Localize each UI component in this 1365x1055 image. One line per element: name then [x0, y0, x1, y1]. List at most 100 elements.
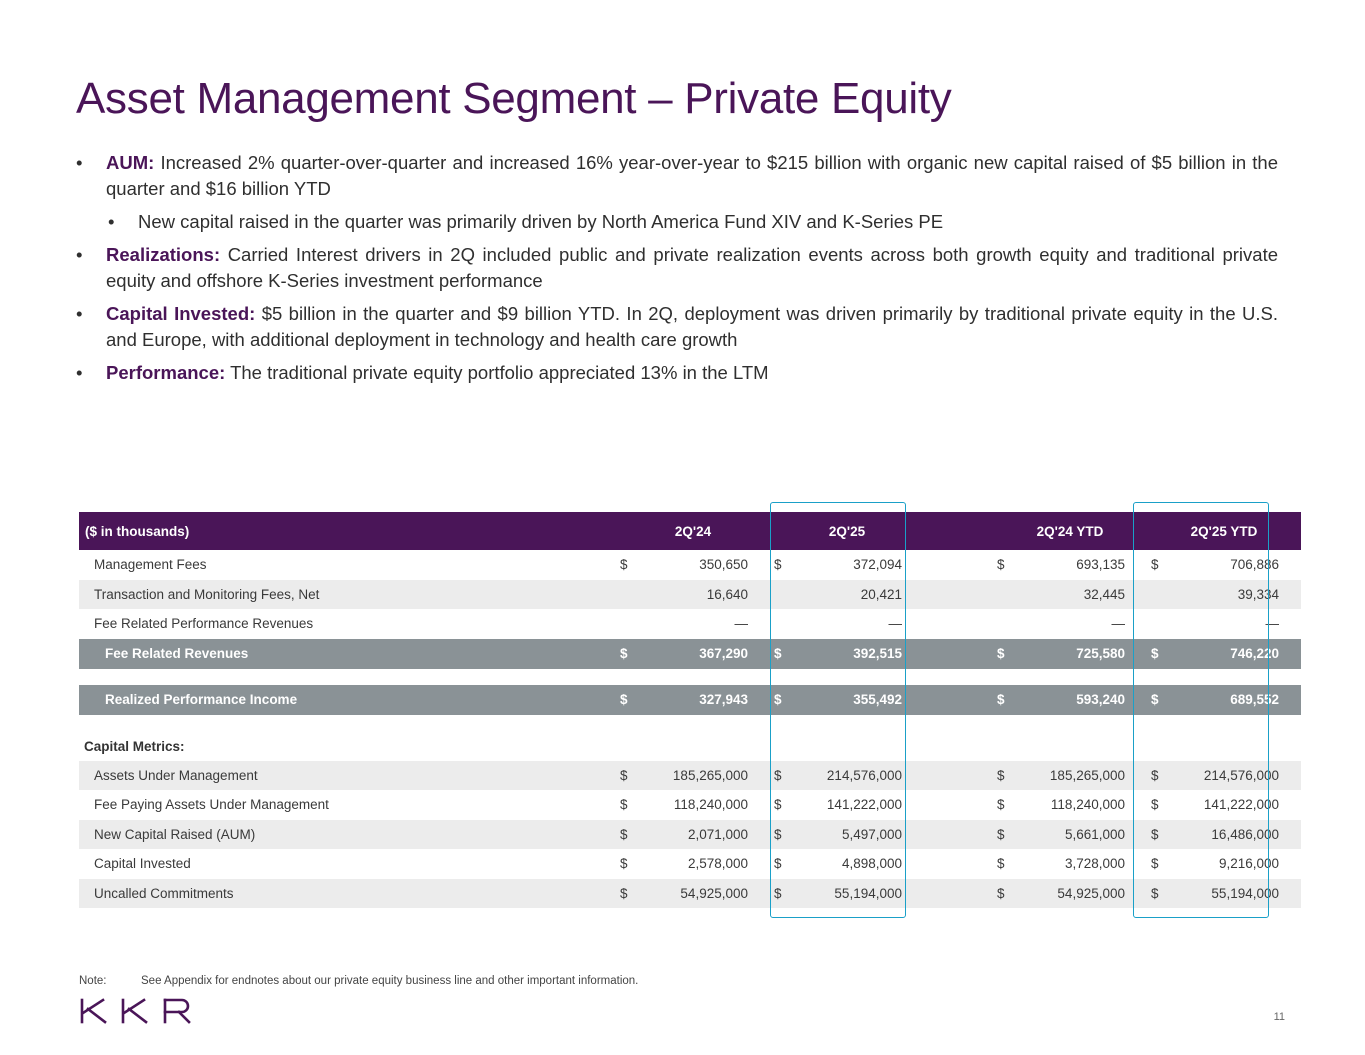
- cell-value: 32,445: [1013, 579, 1147, 609]
- cell-value: 16,486,000: [1167, 819, 1301, 849]
- cell-value: —: [1111, 616, 1126, 632]
- page-number: 11: [1273, 1011, 1285, 1023]
- currency-symbol: $: [620, 797, 628, 813]
- bullet-text: $5 billion in the quarter and $9 billion…: [106, 303, 1278, 350]
- kkr-logo-mark: [80, 998, 191, 1024]
- cell-value: 706,886: [1230, 557, 1279, 573]
- currency-symbol: $: [620, 557, 628, 573]
- table-row: Transaction and Monitoring Fees, Net 16,…: [79, 579, 1301, 609]
- bullet-capital-invested: Capital Invested: $5 billion in the quar…: [76, 301, 1278, 353]
- currency-symbol: $: [770, 819, 790, 849]
- currency-symbol: $: [770, 638, 790, 669]
- row-label: Management Fees: [94, 557, 207, 573]
- cell-value: 16,640: [636, 579, 770, 609]
- bullet-list: AUM: Increased 2% quarter-over-quarter a…: [76, 150, 1278, 393]
- table-row: Capital Invested $2,578,000 $4,898,000 $…: [79, 849, 1301, 879]
- bullet-label: Performance:: [106, 362, 226, 383]
- row-label: Transaction and Monitoring Fees, Net: [79, 579, 616, 609]
- currency-symbol: $: [993, 878, 1013, 908]
- row-label: Uncalled Commitments: [79, 878, 616, 908]
- cell-value: 3,728,000: [1064, 856, 1125, 872]
- currency-symbol: $: [774, 856, 782, 872]
- footnote-text: See Appendix for endnotes about our priv…: [141, 975, 639, 987]
- currency-symbol: $: [1147, 638, 1167, 669]
- currency-symbol: $: [770, 760, 790, 790]
- cell-value: 746,220: [1167, 638, 1301, 669]
- cell-value: 355,492: [790, 684, 924, 715]
- kkr-logo: [79, 998, 195, 1029]
- cell-value: 2,071,000: [636, 819, 770, 849]
- currency-symbol: $: [1151, 856, 1159, 872]
- footnote-label: Note:: [79, 975, 107, 987]
- cell-value: 54,925,000: [636, 878, 770, 908]
- currency-symbol: $: [993, 760, 1013, 790]
- currency-symbol: $: [620, 856, 628, 872]
- cell-value: 141,222,000: [1203, 797, 1279, 813]
- total-row-realized-performance-income: Realized Performance Income $327,943 $35…: [79, 684, 1301, 715]
- cell-value: 54,925,000: [1013, 878, 1147, 908]
- currency-symbol: $: [997, 797, 1005, 813]
- currency-symbol: $: [1151, 557, 1159, 573]
- bullet-realizations: Realizations: Carried Interest drivers i…: [76, 242, 1278, 294]
- table-row: Assets Under Management $185,265,000 $21…: [79, 760, 1301, 790]
- currency-symbol: $: [1147, 819, 1167, 849]
- bullet-label: Realizations:: [106, 244, 221, 265]
- cell-value: 392,515: [790, 638, 924, 669]
- row-label: Fee Paying Assets Under Management: [94, 797, 329, 813]
- section-header-capital-metrics: Capital Metrics:: [79, 733, 1301, 761]
- currency-symbol: $: [993, 684, 1013, 715]
- currency-symbol: $: [1151, 797, 1159, 813]
- row-label: New Capital Raised (AUM): [79, 819, 616, 849]
- cell-value: 5,661,000: [1013, 819, 1147, 849]
- currency-symbol: $: [770, 684, 790, 715]
- currency-symbol: $: [616, 684, 636, 715]
- currency-symbol: $: [774, 557, 782, 573]
- bullet-text: Increased 2% quarter-over-quarter and in…: [106, 152, 1278, 199]
- bullet-aum: AUM: Increased 2% quarter-over-quarter a…: [76, 150, 1278, 202]
- header-col-2q24-ytd: 2Q'24 YTD: [993, 512, 1147, 550]
- table-spacer: [79, 668, 1301, 685]
- cell-value: 20,421: [790, 579, 924, 609]
- page-title: Asset Management Segment – Private Equit…: [76, 74, 952, 123]
- cell-value: 141,222,000: [826, 797, 902, 813]
- footnote: Note: See Appendix for endnotes about our…: [79, 975, 638, 987]
- bullet-aum-sub: New capital raised in the quarter was pr…: [76, 209, 1278, 235]
- cell-value: 214,576,000: [1167, 760, 1301, 790]
- row-label: Realized Performance Income: [79, 684, 616, 715]
- currency-symbol: $: [993, 819, 1013, 849]
- currency-symbol: $: [1147, 760, 1167, 790]
- cell-value: 2,578,000: [687, 856, 748, 872]
- currency-symbol: $: [997, 557, 1005, 573]
- row-label: Capital Invested: [94, 856, 191, 872]
- table-spacer: [79, 714, 1301, 733]
- cell-value: 693,135: [1076, 557, 1125, 573]
- cell-value: 9,216,000: [1218, 856, 1279, 872]
- table-row: Uncalled Commitments $54,925,000 $55,194…: [79, 878, 1301, 908]
- currency-symbol: $: [993, 638, 1013, 669]
- header-col-2q25-ytd: 2Q'25 YTD: [1147, 512, 1301, 550]
- header-col-2q24: 2Q'24: [616, 512, 770, 550]
- financial-table-container: ($ in thousands) 2Q'24 2Q'25 2Q'24 YTD 2…: [79, 512, 1301, 908]
- cell-value: 725,580: [1013, 638, 1147, 669]
- header-gap: [924, 512, 993, 550]
- currency-symbol: $: [616, 878, 636, 908]
- row-label: Fee Related Performance Revenues: [94, 616, 314, 632]
- bullet-label: AUM:: [106, 152, 155, 173]
- cell-value: 118,240,000: [673, 797, 748, 813]
- table-header-row: ($ in thousands) 2Q'24 2Q'25 2Q'24 YTD 2…: [79, 512, 1301, 550]
- bullet-text: Carried Interest drivers in 2Q included …: [106, 244, 1278, 291]
- column-highlight-2q25-ytd: [1133, 502, 1269, 918]
- table-row: Fee Paying Assets Under Management $118,…: [79, 790, 1301, 820]
- cell-value: 327,943: [636, 684, 770, 715]
- currency-symbol: $: [616, 819, 636, 849]
- bullet-text: The traditional private equity portfolio…: [225, 362, 769, 383]
- currency-symbol: $: [997, 856, 1005, 872]
- section-label: Capital Metrics:: [84, 739, 185, 754]
- cell-value: 367,290: [636, 638, 770, 669]
- currency-symbol: $: [774, 797, 782, 813]
- currency-symbol: $: [1147, 878, 1167, 908]
- cell-value: 55,194,000: [790, 878, 924, 908]
- cell-value: 214,576,000: [790, 760, 924, 790]
- cell-value: —: [734, 616, 749, 632]
- currency-symbol: $: [616, 760, 636, 790]
